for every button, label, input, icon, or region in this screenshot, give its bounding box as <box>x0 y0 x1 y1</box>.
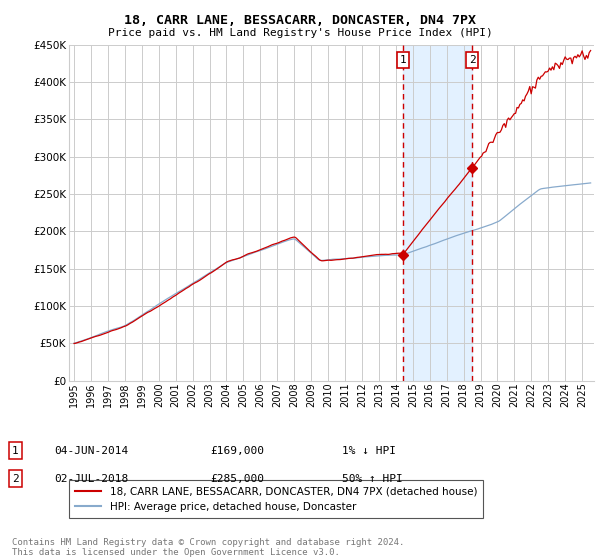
Text: £169,000: £169,000 <box>210 446 264 456</box>
Text: 2: 2 <box>469 55 475 65</box>
Text: Contains HM Land Registry data © Crown copyright and database right 2024.
This d: Contains HM Land Registry data © Crown c… <box>12 538 404 557</box>
Text: 02-JUL-2018: 02-JUL-2018 <box>54 474 128 484</box>
Text: 2: 2 <box>12 474 19 484</box>
Legend: 18, CARR LANE, BESSACARR, DONCASTER, DN4 7PX (detached house), HPI: Average pric: 18, CARR LANE, BESSACARR, DONCASTER, DN4… <box>69 480 484 518</box>
Text: 1: 1 <box>400 55 406 65</box>
Text: 1% ↓ HPI: 1% ↓ HPI <box>342 446 396 456</box>
Text: Price paid vs. HM Land Registry's House Price Index (HPI): Price paid vs. HM Land Registry's House … <box>107 28 493 38</box>
Text: 1: 1 <box>12 446 19 456</box>
Text: £285,000: £285,000 <box>210 474 264 484</box>
Text: 04-JUN-2014: 04-JUN-2014 <box>54 446 128 456</box>
Text: 50% ↑ HPI: 50% ↑ HPI <box>342 474 403 484</box>
Bar <box>403 45 472 381</box>
Text: 18, CARR LANE, BESSACARR, DONCASTER, DN4 7PX: 18, CARR LANE, BESSACARR, DONCASTER, DN4… <box>124 14 476 27</box>
